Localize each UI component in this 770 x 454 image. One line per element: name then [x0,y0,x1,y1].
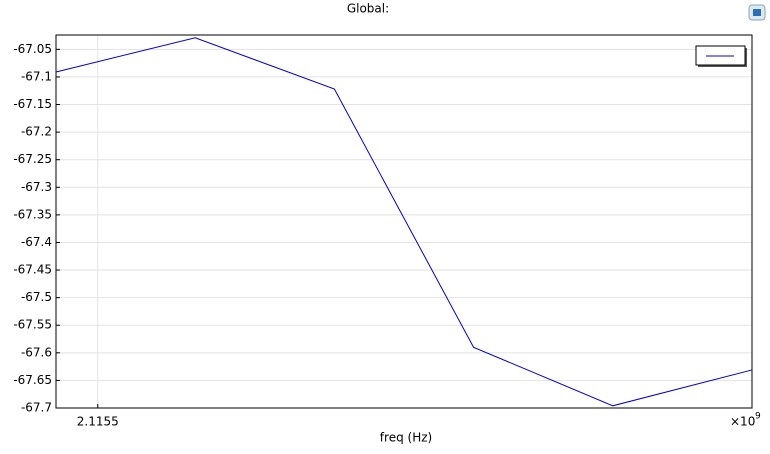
y-tick-label: -67.55 [13,318,52,332]
x-scale-exponent: 9 [755,412,761,422]
y-tick-label: -67.6 [21,345,52,359]
y-tick-label: -67.3 [21,180,52,194]
plot-frame [55,34,753,409]
y-tick-label: -67.1 [21,69,52,83]
toolbar-icon[interactable] [748,4,766,21]
legend [695,45,747,67]
data-line [55,37,753,407]
x-scale-label: ×10 [730,415,755,429]
y-tick-label: -67.65 [13,373,52,387]
y-tick-label: -67.5 [21,290,52,304]
y-tick-label: -67.45 [13,263,52,277]
y-tick-label: -67.15 [13,97,52,111]
x-axis-label: freq (Hz) [380,431,432,445]
y-tick-label: -67.05 [13,42,52,56]
x-tick-label: 2.1155 [77,415,119,429]
icon-fill[interactable] [753,9,761,16]
y-tick-label: -67.35 [13,207,52,221]
y-tick-label: -67.2 [21,125,52,139]
y-tick-label: -67.7 [21,401,52,415]
y-tick-label: -67.4 [21,235,52,249]
y-tick-label: -67.25 [13,152,52,166]
chart-title: Global: [347,2,389,16]
